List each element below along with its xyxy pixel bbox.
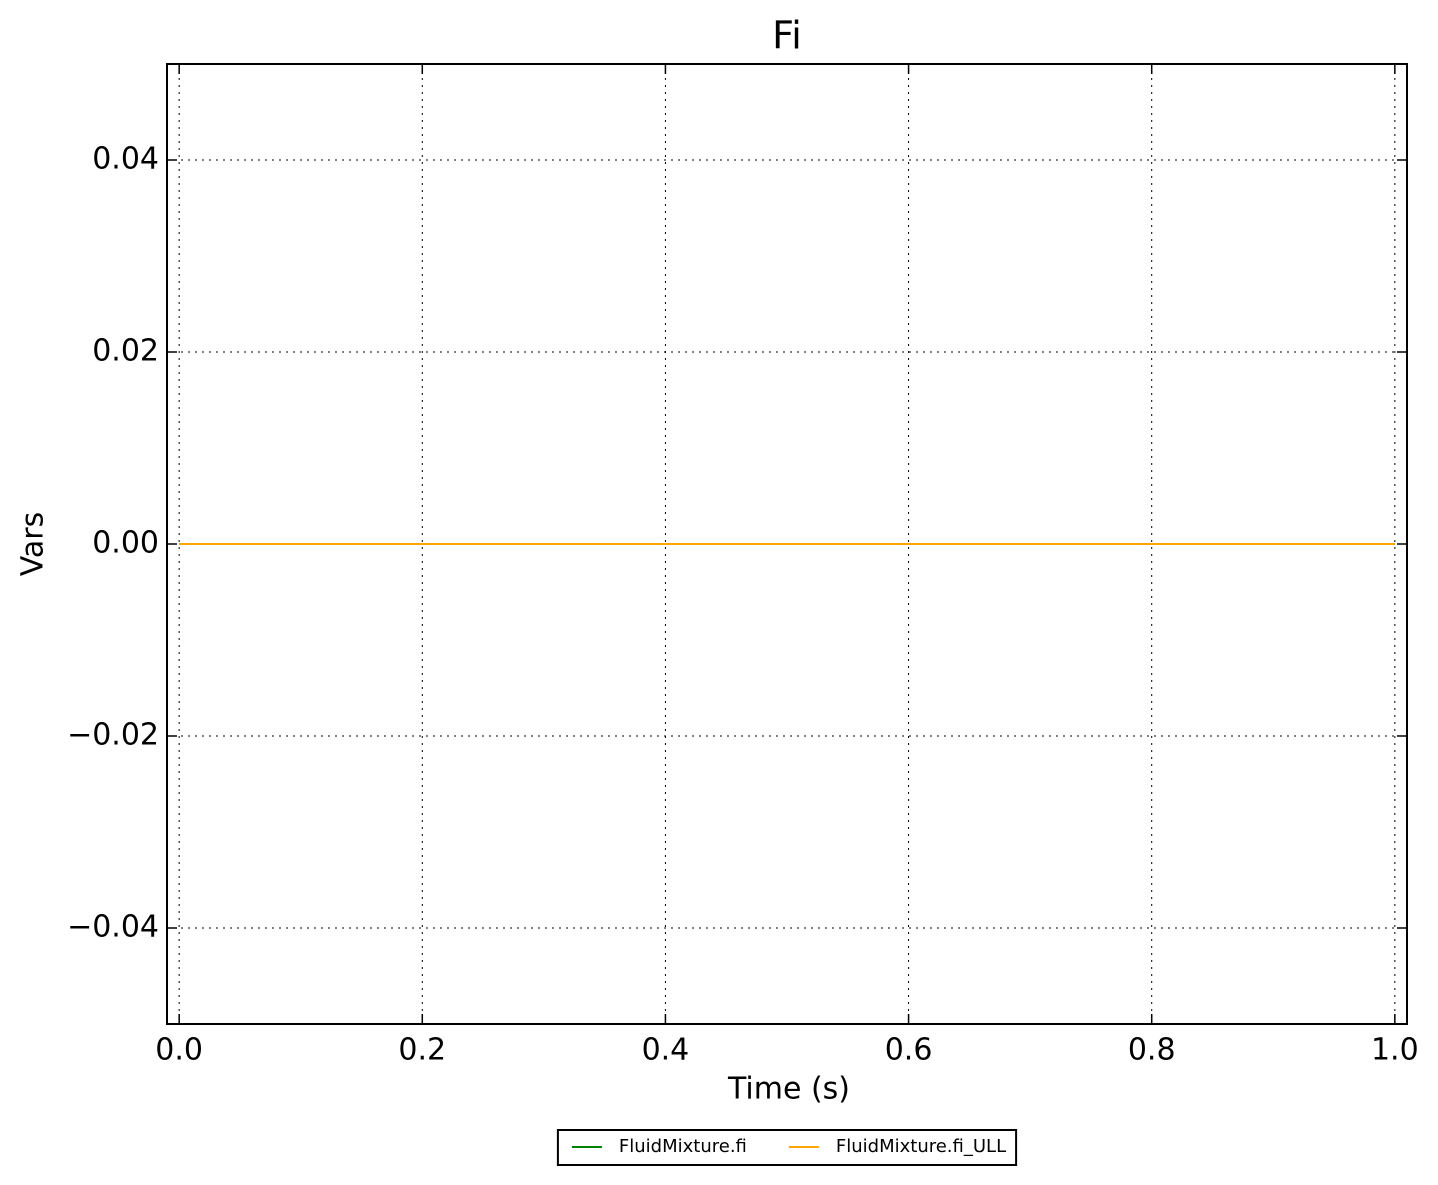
y-tick-label: 0.04 [92, 142, 159, 177]
x-tick-label: 0.4 [642, 1033, 690, 1068]
legend-label: FluidMixture.fi_ULL [836, 1136, 1006, 1157]
x-tick-label: 0.2 [398, 1033, 446, 1068]
y-tick-label: −0.04 [67, 910, 159, 945]
x-tick-label: 1.0 [1371, 1033, 1419, 1068]
plot-frame [166, 63, 1408, 1025]
x-tick-label: 0.0 [155, 1033, 203, 1068]
y-axis-label: Vars [16, 512, 51, 577]
legend: FluidMixture.fi FluidMixture.fi_ULL [556, 1129, 1018, 1166]
x-axis-label: Time (s) [727, 1072, 850, 1107]
y-tick-label: 0.02 [92, 334, 159, 369]
y-tick-label: −0.02 [67, 718, 159, 753]
y-tick-label: 0.00 [92, 526, 159, 561]
legend-label: FluidMixture.fi [619, 1136, 747, 1157]
x-tick-label: 0.8 [1128, 1033, 1176, 1068]
chart-title: Fi [772, 14, 802, 58]
legend-box [556, 1129, 1018, 1166]
x-tick-label: 0.6 [885, 1033, 933, 1068]
